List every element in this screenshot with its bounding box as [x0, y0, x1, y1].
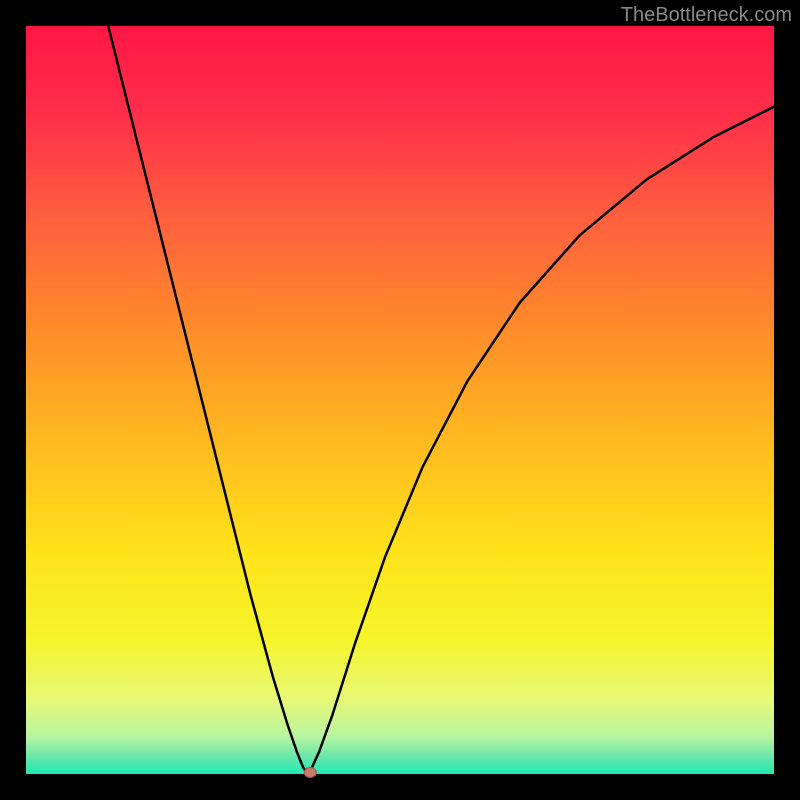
- optimum-marker: [304, 768, 316, 778]
- watermark-text: TheBottleneck.com: [621, 4, 792, 27]
- plot-area: [26, 26, 774, 774]
- chart-container: TheBottleneck.com: [0, 0, 800, 800]
- chart-svg: [0, 0, 800, 800]
